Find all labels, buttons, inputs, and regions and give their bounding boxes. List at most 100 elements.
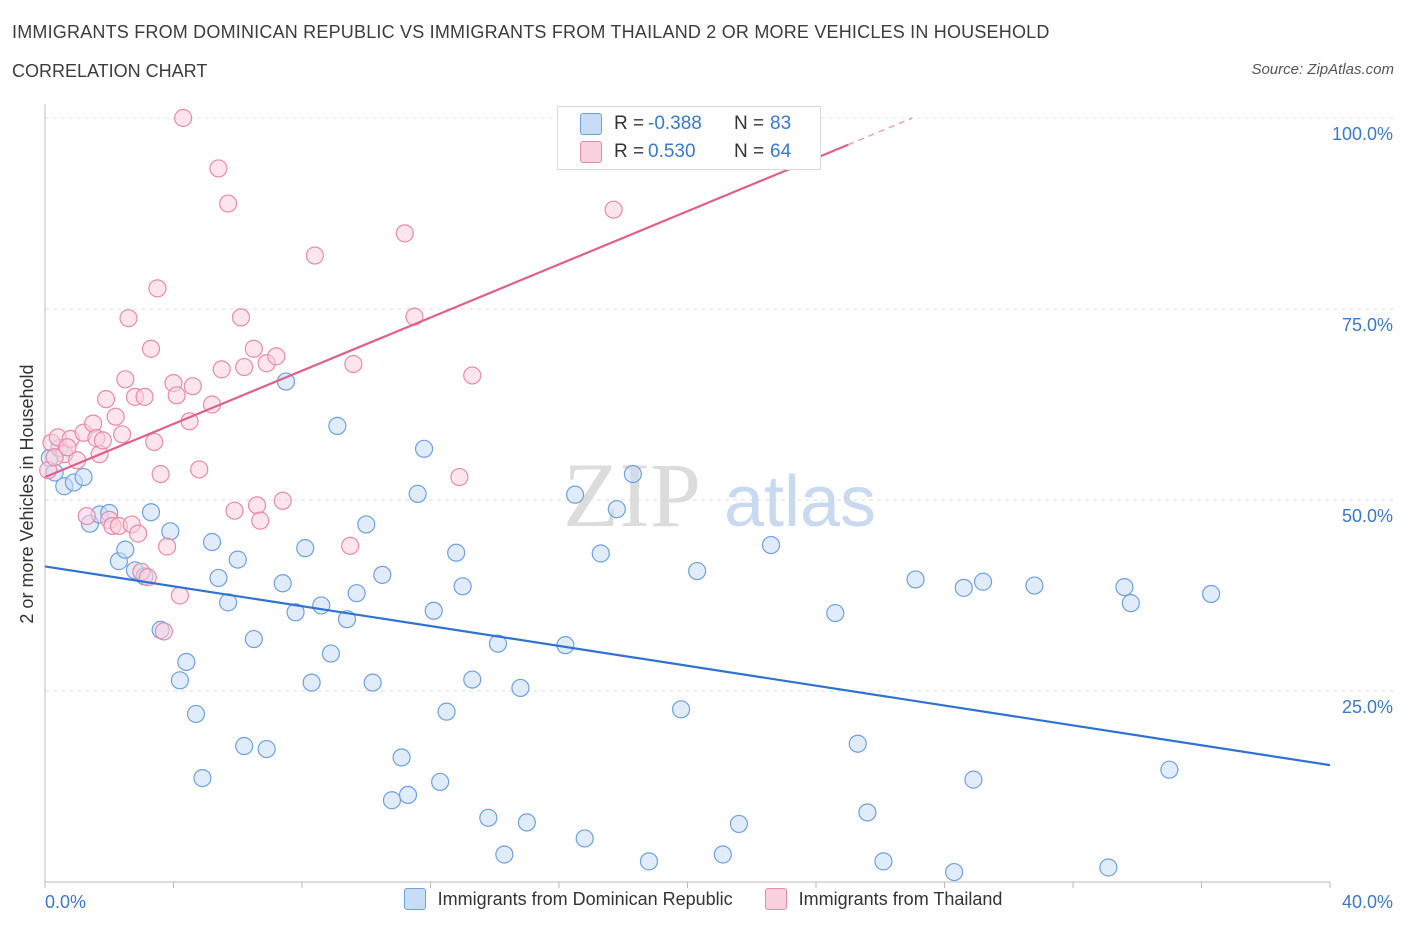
point-thailand: [190, 460, 209, 479]
point-dominican: [565, 485, 585, 504]
point-dominican: [858, 803, 877, 822]
legend-item-dominican[interactable]: Immigrants from Dominican Republic: [403, 888, 733, 910]
point-thailand: [157, 537, 177, 556]
y-tick-label: 50.0%: [1342, 506, 1393, 526]
point-dominican: [1115, 577, 1134, 597]
point-dominican: [964, 770, 983, 789]
point-dominican: [186, 704, 206, 724]
n-label: N =: [734, 141, 765, 162]
point-dominican: [954, 578, 973, 597]
n-value: 64: [770, 141, 792, 162]
point-dominican: [141, 503, 161, 522]
point-dominican: [1121, 594, 1140, 613]
point-thailand: [170, 586, 190, 605]
point-dominican: [424, 601, 443, 620]
point-thailand: [45, 448, 64, 467]
trend-lines: [44, 117, 1331, 767]
watermark-zip: ZIP: [563, 444, 701, 546]
point-dominican: [575, 829, 594, 848]
point-dominican: [761, 535, 781, 555]
r-value: -0.388: [648, 113, 702, 134]
point-dominican: [244, 629, 263, 649]
point-dominican: [973, 572, 993, 591]
point-dominican: [328, 416, 347, 435]
point-thailand: [463, 366, 482, 385]
trend-line-dominican: [44, 565, 1331, 767]
point-dominican: [826, 603, 845, 623]
point-thailand: [235, 357, 254, 377]
point-dominican: [906, 570, 925, 589]
point-dominican: [511, 678, 530, 698]
point-dominican: [235, 736, 254, 756]
point-dominican: [1099, 858, 1118, 877]
point-dominican: [1202, 584, 1221, 604]
point-thailand: [225, 501, 244, 520]
point-dominican: [431, 772, 450, 792]
r-label: R =: [614, 113, 645, 134]
y-tick-label: 100.0%: [1332, 124, 1393, 144]
point-dominican: [357, 515, 376, 534]
point-dominican: [273, 574, 292, 593]
point-dominican: [688, 561, 707, 581]
point-dominican: [591, 544, 610, 563]
point-thailand: [148, 279, 167, 298]
stats-legend-box: R = -0.388 N = 83 R = 0.530 N = 64: [557, 106, 821, 170]
y-axis-label: 2 or more Vehicles in Household: [17, 364, 37, 623]
point-dominican: [437, 702, 456, 721]
point-dominican: [623, 464, 642, 484]
legend-label: Immigrants from Dominican Republic: [437, 888, 733, 909]
point-dominican: [74, 467, 93, 487]
point-dominican: [1025, 576, 1044, 595]
point-thailand: [244, 339, 263, 358]
point-dominican: [874, 852, 893, 871]
point-thailand: [273, 491, 292, 510]
point-thailand: [219, 194, 238, 213]
point-dominican: [170, 671, 190, 690]
point-dominican: [414, 439, 434, 458]
point-dominican: [408, 484, 427, 503]
point-thailand: [112, 425, 132, 444]
point-dominican: [639, 852, 659, 871]
chart-subtitle: CORRELATION CHART: [12, 61, 208, 81]
trend-line-thailand: [44, 143, 849, 479]
point-dominican: [177, 652, 196, 672]
point-dominican: [209, 568, 228, 588]
legend-swatch-pink: [764, 888, 787, 910]
point-dominican: [729, 814, 749, 834]
point-dominican: [382, 791, 402, 810]
point-thailand: [93, 431, 112, 450]
point-thailand: [212, 360, 231, 379]
legend-item-thailand[interactable]: Immigrants from Thailand: [764, 888, 1003, 910]
point-dominican: [398, 785, 418, 805]
stats-swatch-blue: [580, 113, 602, 135]
point-thailand: [305, 246, 324, 265]
watermark: ZIP atlas: [563, 444, 876, 546]
n-label: N =: [734, 113, 765, 134]
legend-label: Immigrants from Thailand: [798, 888, 1003, 909]
point-dominican: [607, 500, 626, 519]
point-thailand: [267, 347, 286, 366]
point-thailand: [135, 387, 154, 406]
chart-legend: Immigrants from Dominican Republic Immig…: [0, 888, 1406, 910]
point-thailand: [604, 200, 623, 219]
point-thailand: [183, 377, 202, 396]
point-dominican: [257, 739, 276, 759]
point-dominican: [161, 522, 180, 541]
trend-line-thailand-extension: [847, 117, 913, 146]
point-dominican: [347, 584, 366, 603]
point-thailand: [395, 224, 414, 243]
point-dominican: [848, 734, 867, 753]
point-thailand: [129, 524, 148, 543]
point-dominican: [302, 673, 321, 692]
point-thailand: [247, 496, 267, 515]
point-thailand: [154, 622, 173, 641]
source-label: Source: ZipAtlas.com: [1251, 61, 1394, 78]
y-tick-label: 25.0%: [1342, 697, 1393, 717]
n-value: 83: [770, 113, 792, 134]
point-thailand: [77, 506, 96, 526]
point-dominican: [479, 808, 498, 827]
y-tick-labels: 25.0% 50.0% 75.0% 100.0%: [1332, 124, 1393, 717]
point-thailand: [58, 438, 77, 457]
point-thailand: [167, 386, 186, 405]
